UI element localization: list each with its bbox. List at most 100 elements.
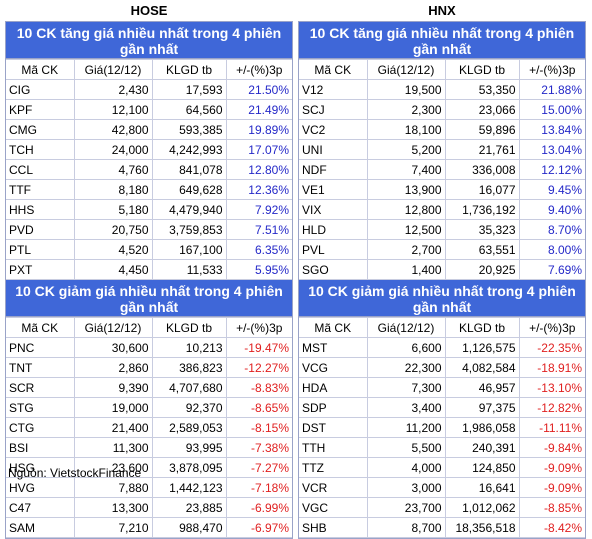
- price-cell: 5,500: [366, 437, 446, 458]
- losers-table: Mã CK Giá(12/12) KLGD tb +/-(%)3p PNC 30,600 1…: [6, 317, 292, 538]
- change-cell: 13.04%: [518, 139, 585, 160]
- price-cell: 4,760: [73, 159, 153, 180]
- price-cell: 2,700: [366, 239, 446, 260]
- change-cell: -11.11%: [518, 417, 585, 438]
- volume-cell: 4,707,680: [151, 377, 227, 398]
- table-row: HLD 12,500 35,323 8.70%: [299, 219, 585, 240]
- table-row: VIX 12,800 1,736,192 9.40%: [299, 199, 585, 220]
- volume-cell: 20,925: [444, 259, 520, 280]
- hose-panel: 10 CK tăng giá nhiều nhất trong 4 phiên …: [5, 21, 293, 539]
- table-row: PTL 4,520 167,100 6.35%: [6, 239, 292, 260]
- ticker-cell: KPF: [6, 99, 75, 120]
- volume-cell: 59,896: [444, 119, 520, 140]
- change-cell: -8.65%: [225, 397, 292, 418]
- price-cell: 3,000: [366, 477, 446, 498]
- change-cell: 17.07%: [225, 139, 292, 160]
- column-header: +/-(%)3p: [225, 59, 292, 80]
- ticker-cell: SGO: [299, 259, 368, 280]
- volume-cell: 64,560: [151, 99, 227, 120]
- ticker-cell: NDF: [299, 159, 368, 180]
- table-row: BSI 11,300 93,995 -7.38%: [6, 437, 292, 458]
- volume-cell: 4,082,584: [444, 357, 520, 378]
- change-cell: 9.45%: [518, 179, 585, 200]
- price-cell: 23,700: [366, 497, 446, 518]
- table-row: UNI 5,200 21,761 13.04%: [299, 139, 585, 160]
- volume-cell: 10,213: [151, 337, 227, 358]
- volume-cell: 4,242,993: [151, 139, 227, 160]
- volume-cell: 35,323: [444, 219, 520, 240]
- ticker-cell: SCR: [6, 377, 75, 398]
- ticker-cell: STG: [6, 397, 75, 418]
- volume-cell: 649,628: [151, 179, 227, 200]
- change-cell: -12.27%: [225, 357, 292, 378]
- table-row: SDP 3,400 97,375 -12.82%: [299, 397, 585, 418]
- volume-cell: 167,100: [151, 239, 227, 260]
- change-cell: -9.84%: [518, 437, 585, 458]
- change-cell: -6.97%: [225, 517, 292, 538]
- ticker-cell: PXT: [6, 259, 75, 280]
- table-row: SAM 7,210 988,470 -6.97%: [6, 517, 292, 538]
- price-cell: 7,300: [366, 377, 446, 398]
- price-cell: 11,300: [73, 437, 153, 458]
- ticker-cell: CMG: [6, 119, 75, 140]
- ticker-cell: VCR: [299, 477, 368, 498]
- change-cell: -13.10%: [518, 377, 585, 398]
- gainers-table: Mã CK Giá(12/12) KLGD tb +/-(%)3p CIG 2,430 17…: [6, 59, 292, 280]
- column-header: KLGD tb: [444, 59, 520, 80]
- volume-cell: 1,442,123: [151, 477, 227, 498]
- volume-cell: 1,012,062: [444, 497, 520, 518]
- column-header: KLGD tb: [444, 317, 520, 338]
- change-cell: -8.85%: [518, 497, 585, 518]
- column-header: +/-(%)3p: [225, 317, 292, 338]
- table-row: PNC 30,600 10,213 -19.47%: [6, 337, 292, 358]
- price-cell: 21,400: [73, 417, 153, 438]
- ticker-cell: TTZ: [299, 457, 368, 478]
- column-header: KLGD tb: [151, 59, 227, 80]
- table-header-row: Mã CK Giá(12/12) KLGD tb +/-(%)3p: [6, 317, 292, 338]
- ticker-cell: CIG: [6, 79, 75, 100]
- table-row: PXT 4,450 11,533 5.95%: [6, 259, 292, 280]
- table-row: CMG 42,800 593,385 19.89%: [6, 119, 292, 140]
- gainers-table: Mã CK Giá(12/12) KLGD tb +/-(%)3p V12 19,500 5…: [299, 59, 585, 280]
- table-row: TTF 8,180 649,628 12.36%: [6, 179, 292, 200]
- change-cell: -19.47%: [225, 337, 292, 358]
- ticker-cell: DST: [299, 417, 368, 438]
- price-cell: 5,200: [366, 139, 446, 160]
- gainers-section-title: 10 CK tăng giá nhiều nhất trong 4 phiên …: [299, 22, 585, 59]
- change-cell: -22.35%: [518, 337, 585, 358]
- ticker-cell: VGC: [299, 497, 368, 518]
- ticker-cell: VCG: [299, 357, 368, 378]
- volume-cell: 4,479,940: [151, 199, 227, 220]
- volume-cell: 97,375: [444, 397, 520, 418]
- price-cell: 4,520: [73, 239, 153, 260]
- ticker-cell: SDP: [299, 397, 368, 418]
- volume-cell: 23,885: [151, 497, 227, 518]
- table-row: CIG 2,430 17,593 21.50%: [6, 79, 292, 100]
- ticker-cell: HDA: [299, 377, 368, 398]
- volume-cell: 16,641: [444, 477, 520, 498]
- change-cell: -12.82%: [518, 397, 585, 418]
- table-row: TTH 5,500 240,391 -9.84%: [299, 437, 585, 458]
- price-cell: 42,800: [73, 119, 153, 140]
- ticker-cell: BSI: [6, 437, 75, 458]
- losers-section-title: 10 CK giảm giá nhiều nhất trong 4 phiên …: [299, 280, 585, 317]
- ticker-cell: PVL: [299, 239, 368, 260]
- change-cell: -8.15%: [225, 417, 292, 438]
- change-cell: 9.40%: [518, 199, 585, 220]
- table-header-row: Mã CK Giá(12/12) KLGD tb +/-(%)3p: [299, 59, 585, 80]
- ticker-cell: TCH: [6, 139, 75, 160]
- ticker-cell: PTL: [6, 239, 75, 260]
- change-cell: 5.95%: [225, 259, 292, 280]
- column-header: +/-(%)3p: [518, 317, 585, 338]
- hnx-panel: 10 CK tăng giá nhiều nhất trong 4 phiên …: [298, 21, 586, 539]
- price-cell: 19,000: [73, 397, 153, 418]
- volume-cell: 16,077: [444, 179, 520, 200]
- gainers-section-title: 10 CK tăng giá nhiều nhất trong 4 phiên …: [6, 22, 292, 59]
- price-cell: 13,900: [366, 179, 446, 200]
- table-row: DST 11,200 1,986,058 -11.11%: [299, 417, 585, 438]
- ticker-cell: MST: [299, 337, 368, 358]
- table-row: C47 13,300 23,885 -6.99%: [6, 497, 292, 518]
- table-row: NDF 7,400 336,008 12.12%: [299, 159, 585, 180]
- volume-cell: 3,759,853: [151, 219, 227, 240]
- column-header: Mã CK: [6, 317, 75, 338]
